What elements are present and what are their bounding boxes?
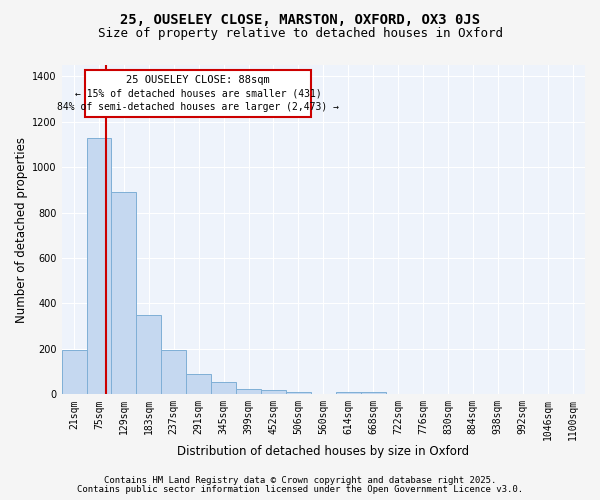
Text: Contains public sector information licensed under the Open Government Licence v3: Contains public sector information licen… bbox=[77, 484, 523, 494]
Bar bbox=[186, 374, 211, 394]
Text: 25 OUSELEY CLOSE: 88sqm: 25 OUSELEY CLOSE: 88sqm bbox=[126, 75, 270, 85]
Text: 25, OUSELEY CLOSE, MARSTON, OXFORD, OX3 0JS: 25, OUSELEY CLOSE, MARSTON, OXFORD, OX3 … bbox=[120, 12, 480, 26]
Bar bbox=[336, 392, 361, 394]
Bar bbox=[85, 70, 311, 117]
Text: 84% of semi-detached houses are larger (2,473) →: 84% of semi-detached houses are larger (… bbox=[57, 102, 339, 112]
Text: Contains HM Land Registry data © Crown copyright and database right 2025.: Contains HM Land Registry data © Crown c… bbox=[104, 476, 496, 485]
Bar bbox=[62, 350, 86, 395]
Bar bbox=[136, 315, 161, 394]
Bar bbox=[86, 138, 112, 394]
X-axis label: Distribution of detached houses by size in Oxford: Distribution of detached houses by size … bbox=[177, 444, 469, 458]
Bar bbox=[261, 390, 286, 394]
Bar bbox=[112, 192, 136, 394]
Y-axis label: Number of detached properties: Number of detached properties bbox=[15, 136, 28, 322]
Text: Size of property relative to detached houses in Oxford: Size of property relative to detached ho… bbox=[97, 28, 503, 40]
Bar bbox=[361, 392, 386, 394]
Bar bbox=[286, 392, 311, 394]
Bar bbox=[236, 390, 261, 394]
Bar bbox=[211, 382, 236, 394]
Text: ← 15% of detached houses are smaller (431): ← 15% of detached houses are smaller (43… bbox=[75, 88, 322, 99]
Bar bbox=[161, 350, 186, 395]
